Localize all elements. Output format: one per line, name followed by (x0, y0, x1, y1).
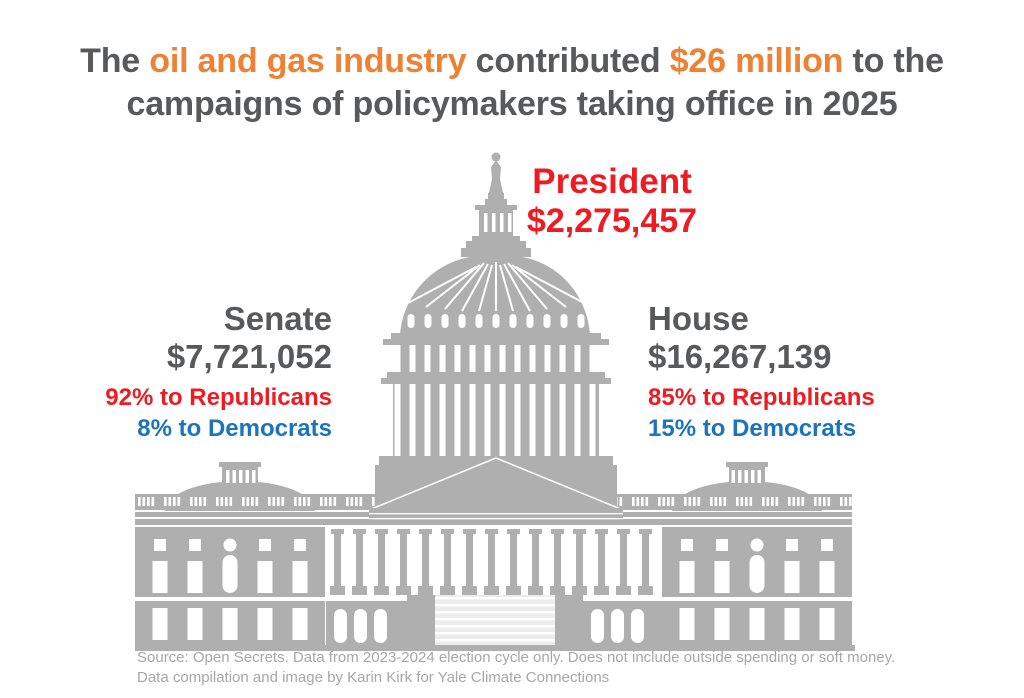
page-title: The oil and gas industry contributed $26… (0, 40, 1024, 126)
capitol-right-wing (662, 462, 852, 647)
senate-democrat-share: 8% to Democrats (137, 415, 332, 442)
house-democrat-share: 15% to Democrats (648, 415, 857, 442)
capitol-left-wing (135, 462, 325, 647)
capitol-building-icon (135, 152, 855, 651)
house-callout: House $16,267,139 85% to Republicans 15%… (648, 300, 875, 443)
capitol-portico (326, 457, 662, 595)
president-label: President (532, 162, 692, 201)
president-amount: $2,275,457 (526, 202, 698, 240)
source-line-2: Data compilation and image by Karin Kirk… (137, 669, 610, 686)
source-note: Source: Open Secrets. Data from 2023-202… (137, 648, 937, 688)
title-segment: The (80, 42, 150, 80)
senate-amount: $7,721,052 (166, 338, 332, 375)
senate-label: Senate (223, 300, 332, 337)
senate-callout: Senate $7,721,052 92% to Republicans 8% … (105, 300, 332, 443)
capitol-ground-floor (135, 595, 855, 651)
house-republican-share: 85% to Republicans (648, 384, 875, 411)
title-segment: to the (843, 42, 944, 80)
source-line-1: Source: Open Secrets. Data from 2023-202… (137, 649, 896, 666)
title-segment-highlight: oil and gas industry (149, 42, 467, 80)
capitol-tholos (461, 205, 531, 257)
house-amount: $16,267,139 (648, 338, 832, 375)
title-segment-highlight: $26 million (669, 42, 844, 80)
title-segment: contributed (466, 42, 670, 80)
title-line-2: campaigns of policymakers taking office … (126, 85, 898, 123)
capitol-steps (435, 595, 555, 647)
president-callout: President $2,275,457 (527, 162, 697, 241)
capitol-dome (400, 255, 590, 335)
house-label: House (648, 300, 749, 337)
title-line-1: The oil and gas industry contributed $26… (0, 40, 1024, 83)
senate-republican-share: 92% to Republicans (105, 384, 332, 411)
statue-of-freedom (485, 152, 507, 205)
